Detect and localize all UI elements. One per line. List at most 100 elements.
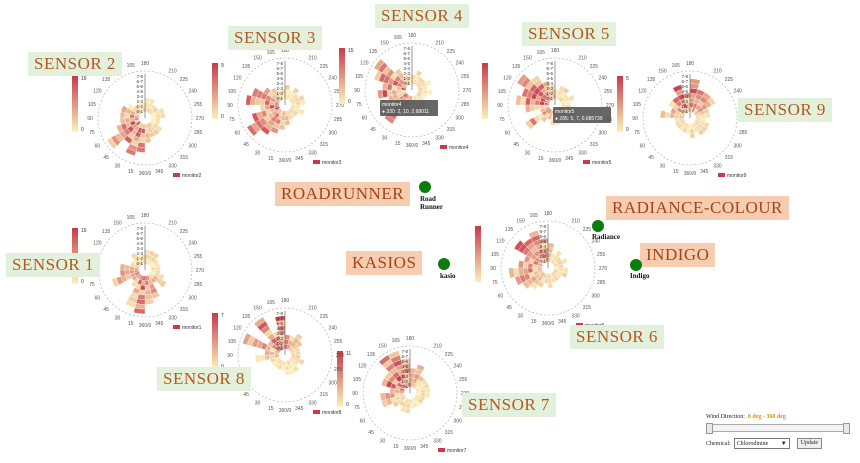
rose-bin[interactable] <box>518 260 525 269</box>
rose-bin[interactable] <box>416 364 426 372</box>
rose-bin[interactable] <box>159 112 166 119</box>
rose-bin[interactable] <box>561 271 568 279</box>
rose-bin[interactable] <box>377 89 384 100</box>
rose-bin[interactable] <box>263 87 271 96</box>
rose-bin[interactable] <box>255 354 262 363</box>
rose-bin[interactable] <box>242 332 252 346</box>
rose-bin[interactable] <box>106 137 118 150</box>
rose-bin[interactable] <box>125 299 137 309</box>
rose-bin[interactable] <box>373 58 385 71</box>
rose-bin[interactable] <box>660 110 667 119</box>
rose-bin[interactable] <box>133 307 146 315</box>
factory-roadrunner-marker[interactable] <box>419 181 431 193</box>
rose-bin[interactable] <box>264 354 271 361</box>
wind-direction-slider[interactable] <box>706 423 850 434</box>
rose-bin[interactable] <box>689 132 696 139</box>
rose-bin[interactable] <box>111 277 120 288</box>
rose-bin[interactable] <box>697 128 705 136</box>
rose-bin[interactable] <box>294 333 303 341</box>
rose-chart-sensor-1[interactable]: 180210225240255270285300315330345360/015… <box>72 210 205 340</box>
rose-bin[interactable] <box>127 103 135 111</box>
rose-bin[interactable] <box>270 87 278 95</box>
rose-bin[interactable] <box>124 264 131 271</box>
rose-bin[interactable] <box>159 279 167 288</box>
rose-bin[interactable] <box>284 369 291 376</box>
rose-bin[interactable] <box>513 240 524 251</box>
rose-bin[interactable] <box>120 105 128 113</box>
rose-bin[interactable] <box>562 87 570 95</box>
rose-bin[interactable] <box>555 250 563 258</box>
rose-bin[interactable] <box>253 316 266 328</box>
rose-bin[interactable] <box>424 392 431 399</box>
rose-bin[interactable] <box>130 280 138 288</box>
factory-kasios-marker[interactable] <box>438 258 450 270</box>
slider-handle-min[interactable] <box>706 423 713 434</box>
rose-bin[interactable] <box>299 99 306 106</box>
rose-chart-sensor-3[interactable]: 180210225240255270285300315330345360/015… <box>212 45 345 175</box>
rose-bin[interactable] <box>116 124 124 134</box>
rose-chart-sensor-4[interactable]: 180210225240255270285300315330345360/015… <box>339 30 472 160</box>
rose-bin[interactable] <box>251 87 260 98</box>
rose-bin[interactable] <box>119 269 126 277</box>
rose-bin[interactable] <box>245 94 252 106</box>
rose-bin[interactable] <box>561 257 568 265</box>
rose-bin[interactable] <box>689 78 701 85</box>
rose-bin[interactable] <box>525 104 532 113</box>
chemical-select[interactable]: Chlorodinine ▼ <box>733 438 790 449</box>
rose-bin[interactable] <box>534 104 541 111</box>
rose-bin[interactable] <box>522 267 529 275</box>
rose-bin[interactable] <box>664 111 671 119</box>
rose-bin[interactable] <box>547 247 554 254</box>
rose-bin[interactable] <box>259 104 266 112</box>
rose-bin[interactable] <box>425 79 432 87</box>
rose-bin[interactable] <box>246 124 258 137</box>
rose-bin[interactable] <box>386 89 393 97</box>
rose-bin[interactable] <box>298 358 305 366</box>
rose-bin[interactable] <box>380 392 387 401</box>
rose-bin[interactable] <box>148 98 156 105</box>
rose-bin[interactable] <box>384 392 391 400</box>
rose-bin[interactable] <box>259 354 266 362</box>
update-button[interactable]: Update <box>796 438 822 449</box>
rose-bin[interactable] <box>516 73 528 86</box>
rose-bin[interactable] <box>144 298 155 305</box>
rose-bin[interactable] <box>530 74 541 85</box>
rose-bin[interactable] <box>547 282 554 289</box>
rose-bin[interactable] <box>144 289 152 296</box>
rose-bin[interactable] <box>251 112 260 123</box>
rose-chart-sensor-5[interactable]: 180210225240255270285300315330345360/015… <box>482 45 615 175</box>
rose-bin[interactable] <box>399 406 407 413</box>
rose-bin[interactable] <box>387 350 401 360</box>
rose-bin[interactable] <box>524 119 535 130</box>
rose-bin[interactable] <box>508 267 515 279</box>
slider-handle-max[interactable] <box>843 423 850 434</box>
rose-bin[interactable] <box>704 112 711 119</box>
rose-bin[interactable] <box>295 340 303 348</box>
rose-bin[interactable] <box>284 119 291 126</box>
factory-radiance-colour-marker[interactable] <box>592 220 604 232</box>
rose-bin[interactable] <box>135 146 146 153</box>
rose-bin[interactable] <box>119 117 126 125</box>
rose-bin[interactable] <box>415 70 423 77</box>
rose-chart-sensor-2[interactable]: 180210225240255270285300315330345360/015… <box>72 58 205 188</box>
rose-bin[interactable] <box>292 87 300 95</box>
rose-bin[interactable] <box>152 252 160 260</box>
rose-bin[interactable] <box>707 96 716 106</box>
rose-bin[interactable] <box>672 84 683 93</box>
rose-chart-sensor-9[interactable]: 180210225240255270285300315330345360/015… <box>617 58 750 188</box>
rose-bin[interactable] <box>547 242 555 249</box>
rose-bin[interactable] <box>542 80 550 88</box>
rose-bin[interactable] <box>125 147 137 157</box>
rose-bin[interactable] <box>144 137 152 144</box>
rose-bin[interactable] <box>426 89 433 96</box>
rose-bin[interactable] <box>384 114 395 125</box>
rose-bin[interactable] <box>298 108 305 116</box>
rose-bin[interactable] <box>119 263 126 271</box>
rose-bin[interactable] <box>130 252 138 260</box>
rose-bin[interactable] <box>515 94 522 106</box>
rose-bin[interactable] <box>284 84 291 91</box>
rose-chart-sensor-7[interactable]: 180210225240255270285300315330345360/015… <box>337 333 470 463</box>
rose-bin[interactable] <box>528 229 540 239</box>
